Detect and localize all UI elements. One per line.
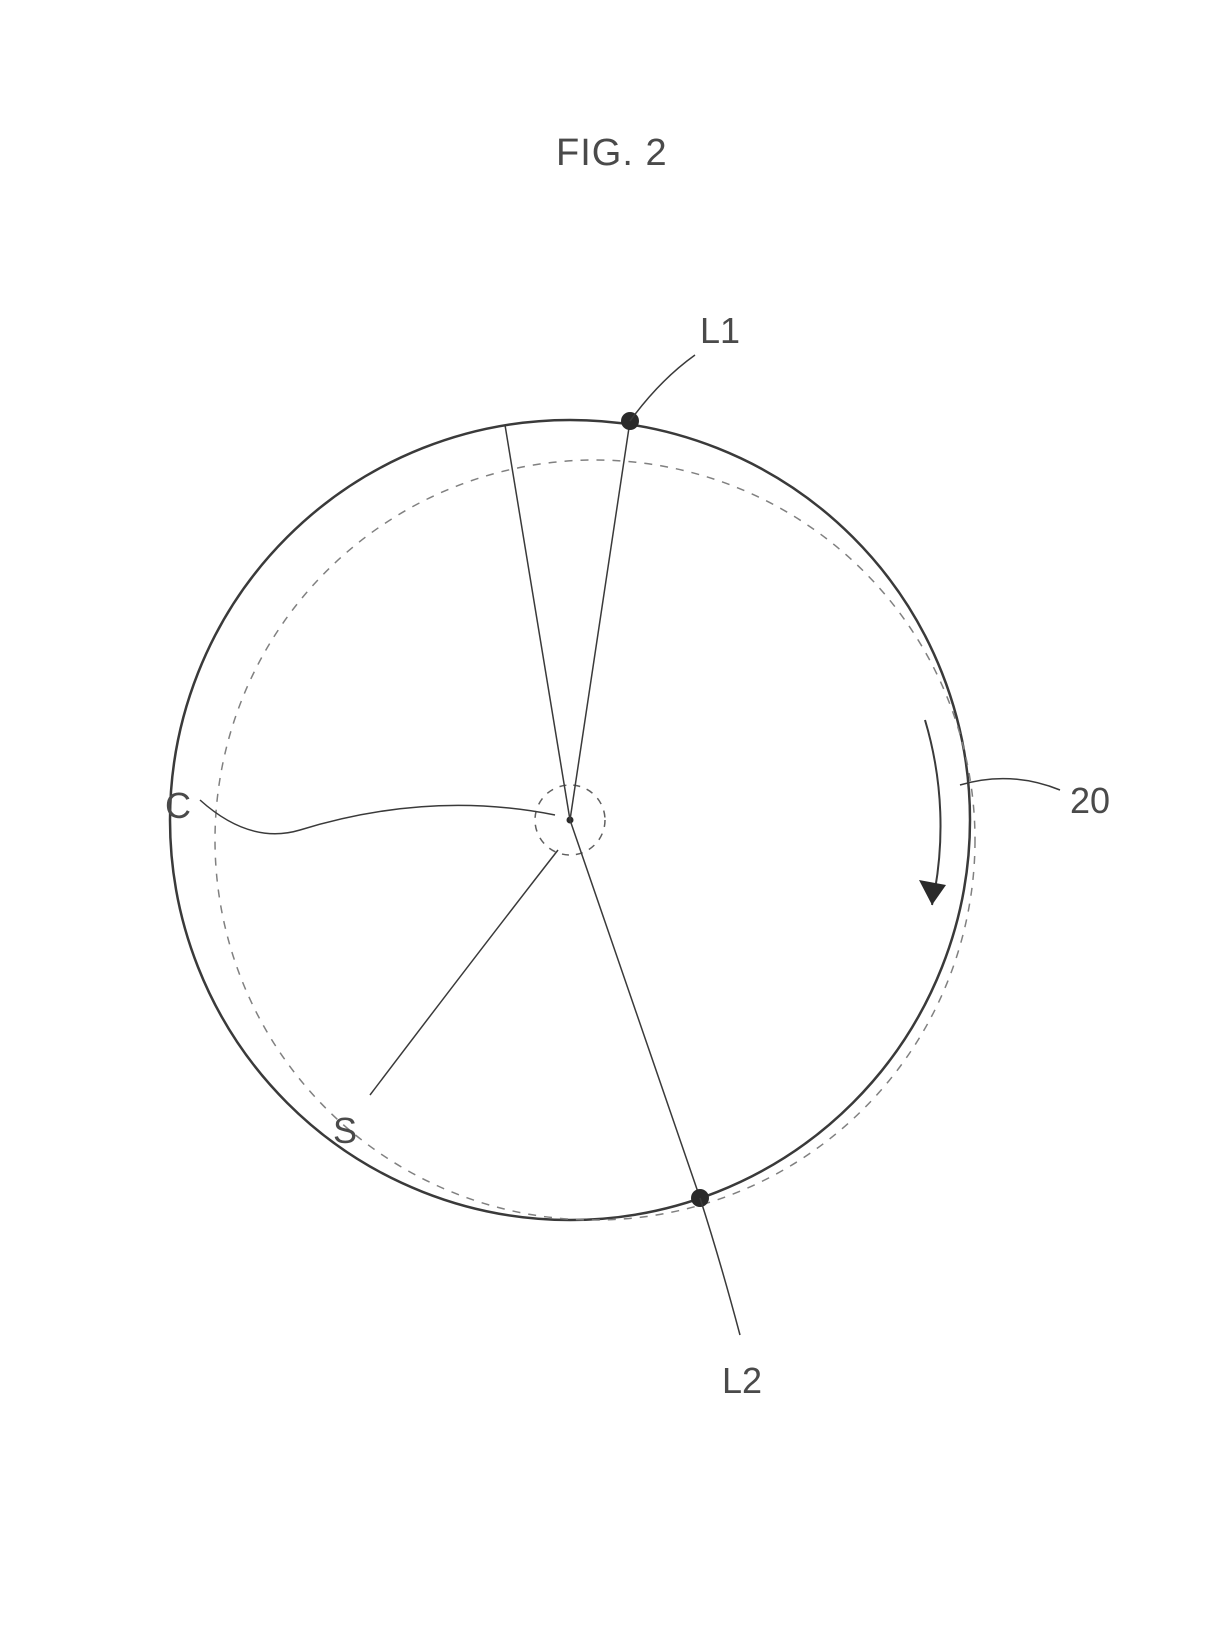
rotation-arrowhead	[919, 880, 946, 905]
leader-l1	[630, 355, 695, 421]
label-20: 20	[1070, 780, 1110, 822]
leader-c	[200, 800, 555, 834]
label-s: S	[333, 1110, 357, 1152]
line-diag3	[505, 425, 570, 820]
leader-l2	[700, 1198, 740, 1335]
inner-dashed-circle	[215, 460, 975, 1220]
leader-s	[370, 850, 558, 1095]
line-l1	[570, 421, 630, 820]
label-c: C	[165, 785, 191, 827]
leader-20	[960, 779, 1060, 790]
line-l2	[570, 820, 700, 1198]
rotation-arc	[925, 720, 941, 905]
label-l1: L1	[700, 310, 740, 352]
label-l2: L2	[722, 1360, 762, 1402]
